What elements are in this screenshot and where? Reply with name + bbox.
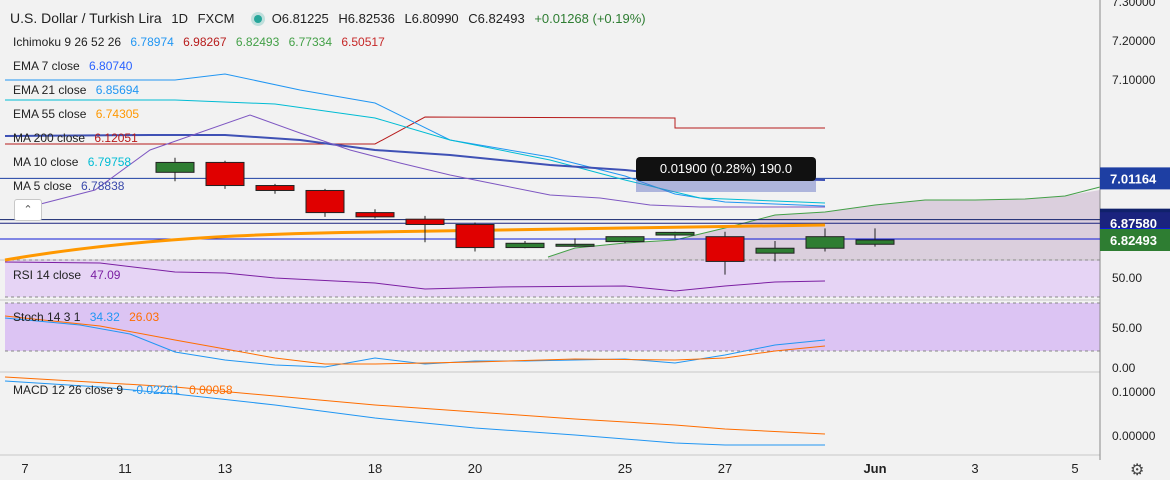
candle-down (455, 223, 495, 249)
candle-up (605, 236, 645, 243)
macd-line (4, 380, 825, 446)
settings-gear-icon[interactable]: ⚙ (1130, 462, 1145, 479)
price-badge-label: 6.82493 (1110, 233, 1157, 248)
stoch-d-line (4, 315, 826, 365)
x-tick-label: 5 (1071, 461, 1078, 476)
candle-up (155, 161, 195, 173)
x-tick-label: 25 (618, 461, 632, 476)
stoch-band (5, 303, 1100, 351)
x-tick-label: 20 (468, 461, 482, 476)
candle-down (255, 185, 295, 191)
price-badge (1100, 229, 1170, 251)
candle-down (205, 161, 245, 187)
x-tick-label: 27 (718, 461, 732, 476)
rsi-line (4, 261, 826, 292)
ema55-line (4, 223, 826, 262)
collapse-legend-button[interactable]: ⌃ (14, 199, 42, 221)
candle-down (305, 189, 345, 214)
stoch-tick-label: 0.00 (1112, 361, 1136, 375)
measure-tooltip: 0.01900 (0.28%) 190.0 (636, 157, 816, 181)
macd-tick-label: 0.10000 (1112, 385, 1156, 399)
x-tick-label: 11 (118, 461, 132, 476)
candle-up (805, 236, 845, 249)
price-badge-label: 6.87580 (1110, 216, 1157, 231)
x-tick-label: 18 (368, 461, 382, 476)
price-tick-label: 7.20000 (1112, 34, 1156, 48)
ma5-line (24, 114, 825, 209)
stoch-tick-label: 50.00 (1112, 321, 1142, 335)
macd-tick-label: 0.00000 (1112, 429, 1156, 443)
candle-down (705, 236, 745, 262)
chevron-up-icon: ⌃ (23, 204, 33, 216)
price-tick-label: 7.10000 (1112, 73, 1156, 87)
candle-up (505, 242, 545, 249)
ma10-line (5, 99, 826, 204)
macd-signal-line (4, 376, 826, 435)
price-badge (1100, 167, 1170, 190)
candle-up (855, 239, 895, 245)
candle-up (755, 247, 795, 254)
price-tick-label: 7.30000 (1112, 0, 1156, 9)
x-tick-label: 13 (218, 461, 232, 476)
stoch-k-line (4, 317, 826, 368)
rsi-band (5, 260, 1100, 297)
ichimoku-baseline (5, 116, 825, 145)
candle-up (655, 231, 695, 236)
price-badge-label: 7.01164 (1110, 171, 1157, 186)
candle-down (405, 218, 445, 225)
x-tick-label: 3 (971, 461, 978, 476)
candle-down (355, 212, 395, 218)
candle-up (555, 243, 595, 247)
x-tick-label: 7 (21, 461, 28, 476)
rsi-tick-label: 50.00 (1112, 271, 1142, 285)
measure-range (636, 180, 816, 192)
x-tick-label: Jun (863, 461, 886, 476)
